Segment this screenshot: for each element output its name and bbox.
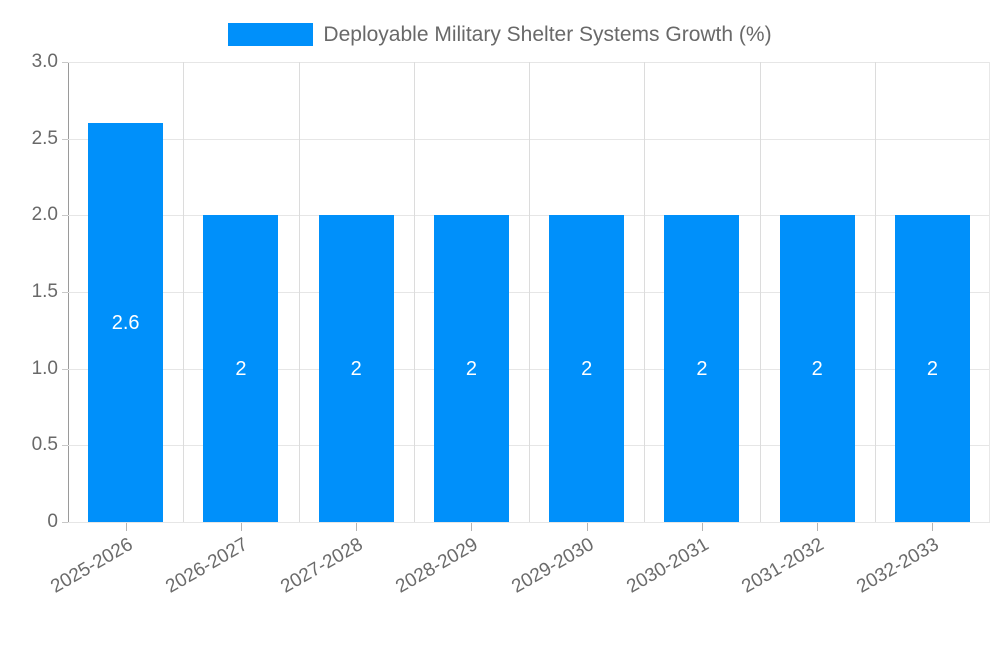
y-axis-tick-mark — [62, 62, 68, 63]
y-axis-tick-mark — [62, 215, 68, 217]
gridline-vertical — [644, 62, 645, 522]
x-axis-tick-mark — [125, 523, 127, 531]
legend-item-0[interactable]: Deployable Military Shelter Systems Grow… — [228, 22, 772, 46]
legend-swatch-icon — [228, 22, 314, 46]
bar-value-label: 2 — [350, 357, 362, 380]
y-axis-tick-mark — [62, 292, 68, 293]
gridline-vertical — [299, 62, 300, 522]
y-axis-tick-mark — [62, 522, 68, 523]
gridline-vertical — [183, 62, 184, 522]
bar-value-label: 2 — [811, 357, 823, 380]
bar-value-label: 2 — [926, 357, 938, 380]
gridline-vertical — [760, 62, 761, 522]
x-axis-tick-mark — [356, 523, 358, 531]
legend-item-label: Deployable Military Shelter Systems Grow… — [323, 22, 772, 46]
bar[interactable]: 2 — [664, 215, 740, 522]
bar[interactable]: 2 — [203, 215, 279, 522]
y-axis-tick-mark — [62, 138, 68, 140]
x-axis-tick-mark — [701, 523, 703, 531]
gridline-vertical — [414, 62, 415, 522]
plot-area: 2.6 2 2 2 2 2 2 2 — [68, 62, 990, 523]
bar[interactable]: 2 — [894, 215, 970, 522]
gridline-vertical — [529, 62, 530, 522]
x-axis-tick-mark — [471, 523, 473, 531]
y-axis-tick-mark — [62, 368, 68, 370]
bar-chart: Deployable Military Shelter Systems Grow… — [0, 14, 1000, 598]
bar[interactable]: 2 — [433, 215, 509, 522]
gridline-horizontal — [68, 522, 990, 523]
bar-value-label: 2 — [581, 357, 593, 380]
chart-legend: Deployable Military Shelter Systems Grow… — [0, 14, 1000, 54]
y-axis-tick-label: 0 — [47, 511, 58, 532]
y-axis-tick-label: 2.5 — [31, 127, 58, 149]
bar-value-label: 2 — [696, 357, 708, 380]
y-axis-tick-label: 0.5 — [31, 434, 58, 456]
x-axis-tick-mark — [817, 523, 819, 531]
bar[interactable]: 2 — [779, 215, 855, 522]
bar-value-label: 2.6 — [111, 311, 140, 334]
bar[interactable]: 2.6 — [88, 123, 164, 522]
bar-value-label: 2 — [465, 357, 477, 380]
x-axis-tick-mark — [586, 523, 588, 531]
plot-right-border — [989, 62, 990, 522]
bar[interactable]: 2 — [549, 215, 625, 522]
y-axis-tick-mark — [62, 445, 68, 447]
x-axis-tick-mark — [240, 523, 242, 531]
y-axis-tick-label: 1.0 — [31, 357, 58, 379]
y-axis-tick-label: 1.5 — [31, 281, 58, 302]
gridline-vertical — [875, 62, 876, 522]
bar-value-label: 2 — [235, 357, 247, 380]
x-axis-tick-mark — [932, 523, 934, 531]
y-axis-tick-label: 2.0 — [31, 204, 58, 226]
bar[interactable]: 2 — [318, 215, 394, 522]
y-axis-tick-label: 3.0 — [31, 51, 58, 72]
